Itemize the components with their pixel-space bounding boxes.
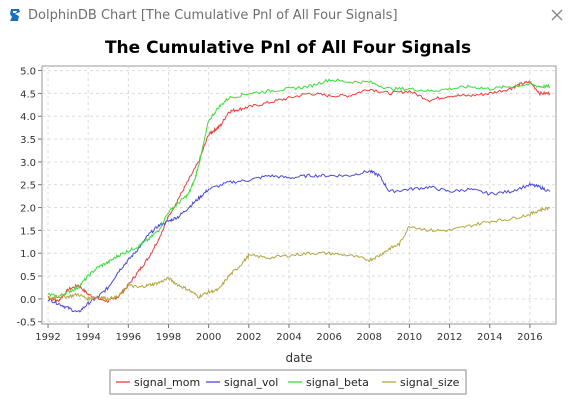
series-line-signal-beta [47,78,551,299]
y-tick-label: 4.5 [20,89,36,100]
x-tick-label: 2010 [397,332,422,343]
x-tick-label: 2000 [196,332,221,343]
line-chart: The Cumulative Pnl of All Four Signals -… [16,38,557,395]
y-tick-label: 1.0 [20,249,36,260]
series-line-signal-vol [47,169,551,313]
window-title: DolphinDB Chart [The Cumulative Pnl of A… [28,8,398,23]
y-tick-label: 2.0 [20,204,36,215]
dolphindb-logo-icon [10,9,20,21]
x-tick-label: 1996 [116,332,141,343]
legend: signal_mom signal_vol signal_beta signal_si… [109,369,467,395]
y-tick-label: 1.5 [20,226,36,237]
x-tick-label: 2006 [316,332,341,343]
x-tick-label: 1994 [75,332,100,343]
chart-area: The Cumulative Pnl of All Four Signals -… [0,30,576,409]
y-tick-label: 0.0 [20,295,36,306]
plot-area [41,65,557,325]
x-tick-label: 2002 [236,332,261,343]
window-titlebar: DolphinDB Chart [The Cumulative Pnl of A… [0,0,576,30]
x-tick-label: 2016 [517,332,542,343]
x-tick-label: 1992 [35,332,60,343]
y-tick-label: 4.0 [20,112,36,123]
legend-label-signal-vol: signal_vol [224,376,278,389]
x-tick-label: 2004 [276,332,301,343]
y-tick-label: 2.5 [20,181,36,192]
y-tick-label: 3.5 [20,135,36,146]
y-tick-label: 0.5 [20,272,36,283]
x-tick-label: 2008 [357,332,382,343]
y-tick-label: 3.0 [20,158,36,169]
x-axis-label: date [285,351,312,365]
x-tick-label: 1998 [156,332,181,343]
y-tick-label: 5.0 [20,67,36,78]
series-line-signal-mom [47,80,551,303]
series-line-signal-size [47,206,551,302]
legend-label-signal-mom: signal_mom [134,376,200,389]
x-tick-label: 2014 [477,332,502,343]
y-tick-label: -0.5 [16,318,36,329]
close-icon[interactable] [548,6,566,24]
legend-label-signal-size: signal_size [400,376,460,389]
chart-title: The Cumulative Pnl of All Four Signals [105,38,471,58]
legend-label-signal-beta: signal_beta [306,376,369,389]
x-tick-label: 2012 [437,332,462,343]
